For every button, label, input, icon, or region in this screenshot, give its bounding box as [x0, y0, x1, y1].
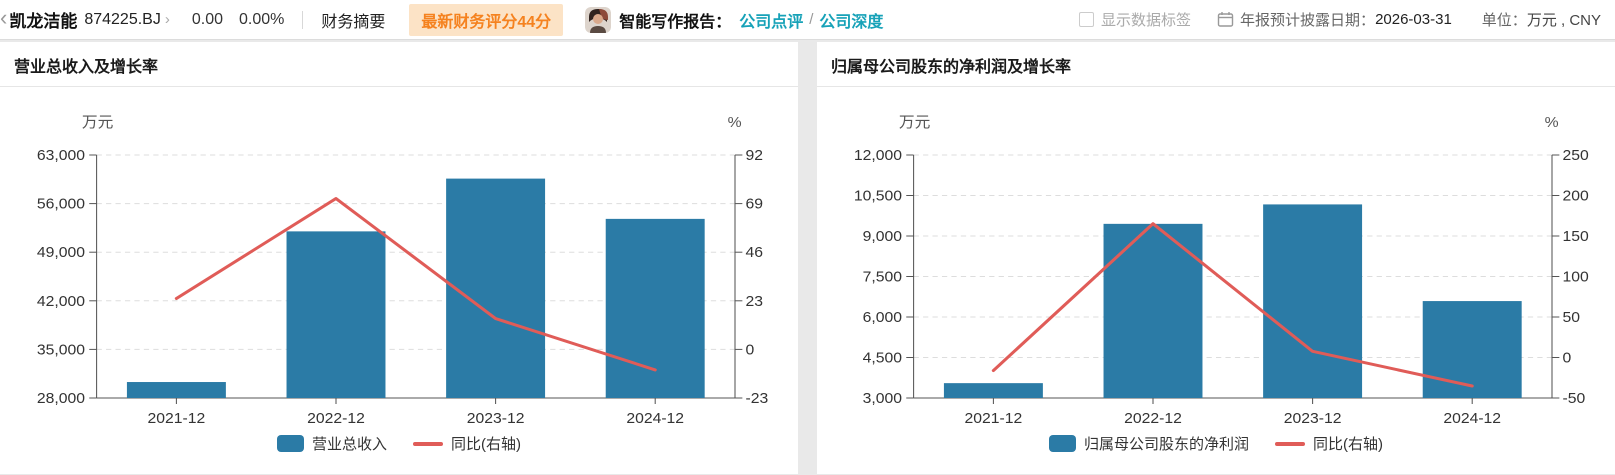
right-axis-tick-label: 69 [746, 196, 764, 213]
right-axis-tick-label: 23 [746, 293, 764, 310]
right-axis-tick-label: 92 [746, 147, 764, 164]
unit-value: 万元 , CNY [1526, 12, 1601, 29]
right-axis-tick-label: -23 [746, 390, 769, 407]
left-axis-tick-label: 3,000 [863, 390, 902, 407]
revenue-chart[interactable]: 63,000 56,000 49,000 42,000 35,000 28,000 92 69… [0, 87, 798, 427]
stock-name: 凯龙洁能 [9, 12, 78, 31]
divider [302, 10, 304, 29]
left-axis-tick-label: 10,500 [854, 188, 902, 205]
topbar: ‹ 凯龙洁能 874225.BJ › 0.00 0.00% 财务摘要 最新财务评… [0, 0, 1615, 40]
legend-label: 营业总收入 [311, 436, 387, 453]
financial-score-badge[interactable]: 最新财务评分44分 [409, 3, 564, 36]
right-axis-tick-label: 100 [1563, 269, 1589, 286]
tab-financial-summary[interactable]: 财务摘要 [321, 13, 386, 31]
right-axis-tick-label: 150 [1563, 228, 1589, 245]
assistant-avatar[interactable] [585, 6, 612, 33]
right-axis-tick-label: 50 [1563, 309, 1581, 326]
smart-report-label: 智能写作报告： [619, 13, 732, 31]
bar-series-marker [276, 435, 304, 452]
x-axis-label: 2023-12 [467, 410, 525, 427]
topbar-right-group: 显示数据标签 年报预计披露日期： 2026-03-31 单位： 万元 , CNY [1079, 9, 1601, 30]
show-data-labels-label[interactable]: 显示数据标签 [1101, 12, 1192, 29]
net-profit-chart-title: 归属母公司股东的净利润及增长率 [817, 42, 1615, 87]
annual-report-date-value: 2026-03-31 [1375, 11, 1452, 28]
x-axis-label: 2024-12 [1443, 410, 1501, 427]
legend-item-net-profit[interactable]: 归属母公司股东的净利润 [1048, 433, 1249, 454]
net-profit-chart-legend: 归属母公司股东的净利润 同比(右轴) [817, 433, 1615, 454]
x-axis-label: 2021-12 [965, 410, 1023, 427]
revenue-chart-legend: 营业总收入 同比(右轴) [0, 433, 798, 454]
legend-item-revenue[interactable]: 营业总收入 [276, 433, 387, 454]
chevron-right-icon[interactable]: › [164, 11, 170, 28]
net-profit-chart-panel: 归属母公司股东的净利润及增长率 12,000 10,500 9,000 7,500 6,… [817, 42, 1615, 474]
right-axis-unit: % [1545, 114, 1559, 131]
back-icon[interactable]: ‹ [0, 5, 8, 30]
left-axis-tick-label: 49,000 [37, 245, 85, 262]
growth-rate-line[interactable] [991, 222, 1474, 388]
left-axis-tick-label: 56,000 [37, 196, 85, 213]
left-axis-unit: 万元 [899, 114, 930, 131]
stock-change-percent: 0.00% [238, 10, 285, 28]
revenue-chart-title: 营业总收入及增长率 [0, 42, 798, 87]
calendar-icon [1217, 11, 1234, 28]
x-axis-label: 2024-12 [626, 410, 684, 427]
bar-2021-12[interactable] [126, 382, 226, 398]
right-axis-unit: % [728, 114, 742, 131]
legend-label: 归属母公司股东的净利润 [1083, 436, 1249, 453]
left-axis-tick-label: 7,500 [863, 269, 902, 286]
unit-label: 单位： [1481, 12, 1527, 29]
stock-code: 874225.BJ [84, 10, 161, 28]
legend-item-yoy[interactable]: 同比(右轴) [1275, 433, 1383, 454]
x-axis-label: 2021-12 [148, 410, 206, 427]
left-axis-tick-label: 42,000 [37, 293, 85, 310]
left-axis-tick-label: 12,000 [854, 147, 902, 164]
left-axis-unit: 万元 [82, 114, 113, 131]
x-axis-label: 2022-12 [307, 410, 365, 427]
line-series-marker [1275, 441, 1305, 446]
left-axis-tick-label: 35,000 [37, 342, 85, 359]
bar-2024-12[interactable] [1422, 301, 1522, 398]
left-axis-tick-label: 4,500 [863, 350, 902, 367]
link-separator: / [809, 11, 814, 28]
right-axis-tick-label: 200 [1563, 188, 1589, 205]
net-profit-chart[interactable]: 12,000 10,500 9,000 7,500 6,000 4,500 3,000 250… [817, 87, 1615, 427]
charts-row: 营业总收入及增长率 63,000 56,000 49,000 42,000 35,000… [0, 40, 1615, 474]
line-series-marker [413, 441, 443, 446]
right-axis-tick-label: 0 [746, 342, 755, 359]
right-axis-tick-label: 46 [746, 245, 764, 262]
revenue-chart-panel: 营业总收入及增长率 63,000 56,000 49,000 42,000 35,000… [0, 42, 798, 474]
bar-series-marker [1048, 435, 1076, 452]
legend-label: 同比(右轴) [451, 436, 521, 453]
x-axis-label: 2022-12 [1124, 410, 1182, 427]
stock-price: 0.00 [191, 10, 223, 28]
left-axis-tick-label: 63,000 [37, 147, 85, 164]
legend-item-yoy[interactable]: 同比(右轴) [413, 433, 521, 454]
left-axis-tick-label: 28,000 [37, 390, 85, 407]
left-axis-tick-label: 6,000 [863, 309, 902, 326]
right-axis-tick-label: 0 [1563, 350, 1572, 367]
legend-label: 同比(右轴) [1313, 436, 1383, 453]
x-axis-label: 2023-12 [1284, 410, 1342, 427]
avatar-image [585, 6, 612, 33]
show-data-labels-checkbox[interactable] [1079, 12, 1095, 27]
right-axis-tick-label: 250 [1563, 147, 1589, 164]
bar-2023-12[interactable] [446, 178, 546, 398]
bar-2023-12[interactable] [1263, 204, 1363, 398]
link-company-review[interactable]: 公司点评 [739, 13, 804, 31]
bar-2022-12[interactable] [286, 231, 386, 398]
annual-report-date-label: 年报预计披露日期： [1240, 12, 1376, 29]
growth-rate-line[interactable] [174, 197, 657, 372]
left-axis-tick-label: 9,000 [863, 228, 902, 245]
bar-2024-12[interactable] [605, 218, 705, 398]
right-axis-tick-label: -50 [1563, 390, 1586, 407]
link-company-deep-report[interactable]: 公司深度 [819, 13, 884, 31]
bar-2021-12[interactable] [943, 383, 1043, 398]
